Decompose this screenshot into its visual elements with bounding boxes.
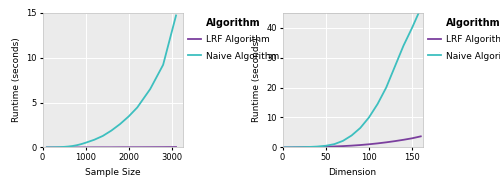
Y-axis label: Runtime (seconds): Runtime (seconds) <box>252 38 261 122</box>
X-axis label: Dimension: Dimension <box>328 168 376 177</box>
X-axis label: Sample Size: Sample Size <box>84 168 140 177</box>
Legend: LRF Algorithm, Naive Algorithm: LRF Algorithm, Naive Algorithm <box>188 18 279 61</box>
Legend: LRF Algorithm, Naive Algorithm: LRF Algorithm, Naive Algorithm <box>428 18 500 61</box>
Y-axis label: Runtime (seconds): Runtime (seconds) <box>12 38 21 122</box>
